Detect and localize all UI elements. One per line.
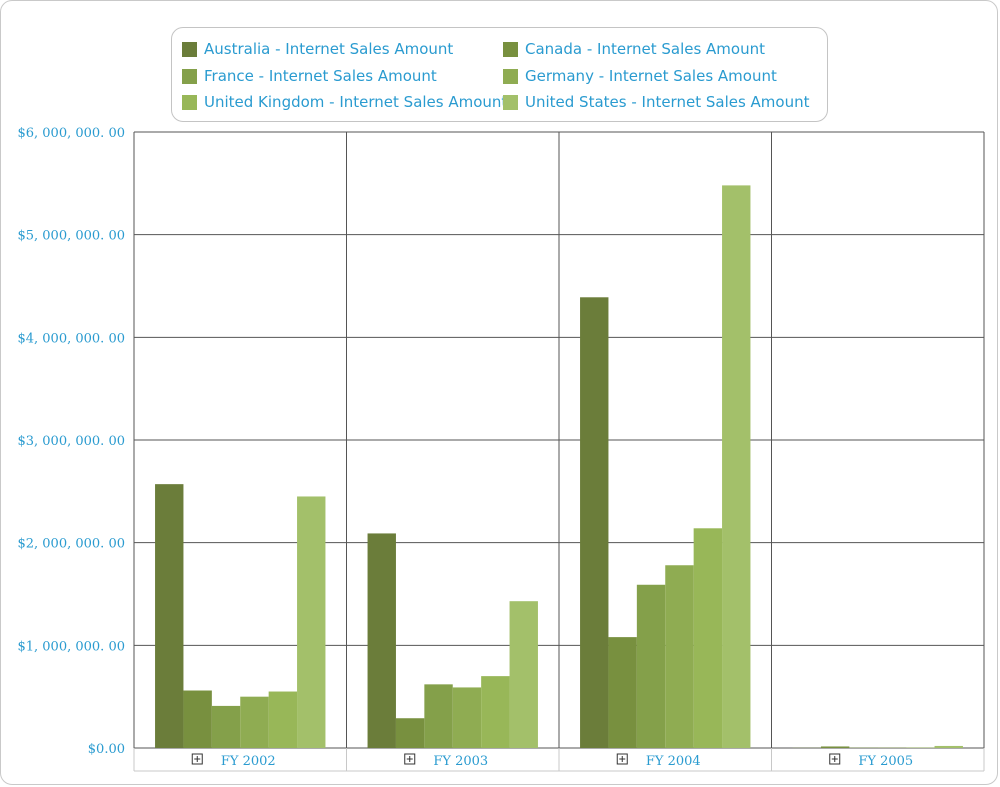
- legend-item-france[interactable]: France - Internet Sales Amount: [182, 66, 437, 86]
- bar: [155, 484, 184, 748]
- legend-label: United Kingdom - Internet Sales Amount: [204, 93, 508, 111]
- bar: [367, 533, 396, 748]
- bar: [183, 690, 212, 748]
- bar: [268, 691, 298, 748]
- y-tick-label: $5, 000, 000. 00: [17, 229, 125, 244]
- legend-item-canada[interactable]: Canada - Internet Sales Amount: [503, 39, 765, 59]
- bar: [636, 584, 666, 748]
- legend-swatch: [182, 41, 197, 57]
- x-tick-label: FY 2002: [221, 754, 276, 769]
- legend-label: United States - Internet Sales Amount: [525, 93, 810, 111]
- y-tick-label: $1, 000, 000. 00: [17, 639, 125, 654]
- bar: [722, 185, 751, 748]
- legend-item-germany[interactable]: Germany - Internet Sales Amount: [503, 66, 777, 86]
- y-tick-label: $6, 000, 000. 00: [17, 126, 125, 141]
- bar: [665, 565, 694, 748]
- bar: [580, 297, 609, 748]
- legend-item-australia[interactable]: Australia - Internet Sales Amount: [182, 39, 453, 59]
- y-tick-label: $3, 000, 000. 00: [17, 434, 125, 449]
- legend-swatch: [182, 94, 197, 110]
- legend-label: Germany - Internet Sales Amount: [525, 67, 777, 85]
- y-tick-label: $0.00: [88, 742, 125, 757]
- legend-swatch: [503, 68, 518, 84]
- legend-item-united-states[interactable]: United States - Internet Sales Amount: [503, 92, 810, 112]
- bar: [240, 696, 269, 748]
- bar: [297, 496, 326, 748]
- x-tick-label: FY 2003: [433, 754, 488, 769]
- y-tick-label: $4, 000, 000. 00: [17, 331, 125, 346]
- legend-swatch: [503, 94, 518, 110]
- bar: [509, 601, 538, 748]
- bar: [211, 705, 241, 748]
- bar: [934, 745, 963, 748]
- bar: [820, 746, 850, 748]
- legend-label: Canada - Internet Sales Amount: [525, 40, 765, 58]
- bar: [608, 637, 637, 748]
- legend: Australia - Internet Sales Amount Canada…: [171, 27, 828, 122]
- legend-swatch: [182, 68, 197, 84]
- bar: [424, 684, 453, 748]
- x-tick-label: FY 2004: [646, 754, 701, 769]
- y-tick-label: $2, 000, 000. 00: [17, 537, 125, 552]
- bar: [481, 676, 510, 748]
- legend-item-united-kingdom[interactable]: United Kingdom - Internet Sales Amount: [182, 92, 507, 112]
- legend-label: France - Internet Sales Amount: [204, 67, 437, 85]
- bar: [395, 718, 425, 748]
- legend-swatch: [503, 41, 518, 57]
- legend-label: Australia - Internet Sales Amount: [204, 40, 454, 58]
- bar: [452, 687, 482, 748]
- x-tick-label: FY 2005: [858, 754, 913, 769]
- bar: [693, 528, 723, 748]
